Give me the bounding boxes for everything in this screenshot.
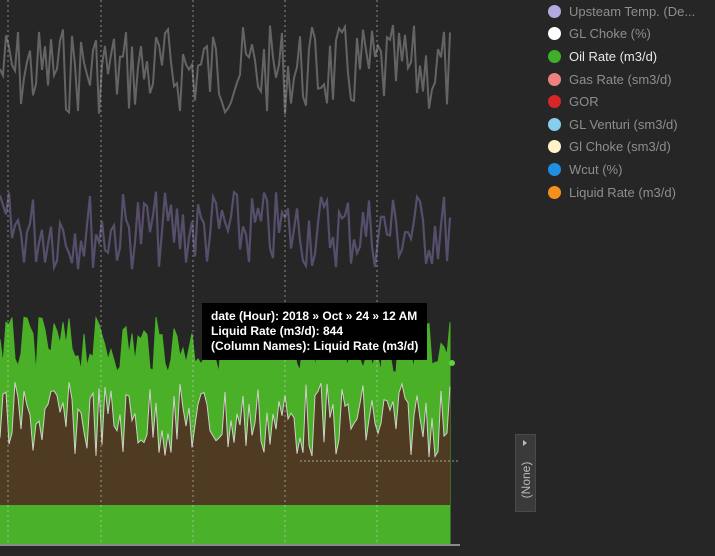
chart-tooltip: date (Hour): 2018 » Oct » 24 » 12 AM Liq… — [202, 303, 428, 360]
legend-label: Gas Rate (sm3/d) — [569, 71, 672, 87]
legend-label: Oil Rate (m3/d) — [569, 48, 658, 64]
legend-item[interactable]: GOR — [548, 90, 715, 113]
legend-swatch-icon — [548, 185, 561, 199]
legend-label: Upsteam Temp. (De... — [569, 3, 696, 19]
legend-swatch-icon — [548, 117, 561, 131]
legend-item[interactable]: Gas Rate (sm3/d) — [548, 68, 715, 91]
legend-item[interactable]: Wcut (%) — [548, 158, 715, 181]
legend-swatch-icon — [548, 27, 561, 41]
legend-swatch-icon — [548, 162, 561, 176]
chevron-right-icon — [523, 440, 527, 446]
legend-swatch-icon — [548, 72, 561, 86]
chart-plot-area[interactable] — [0, 0, 460, 556]
chart-legend: Upsteam Temp. (De... GL Choke (%) Oil Rate… — [548, 0, 715, 203]
color-by-panel-toggle[interactable]: (None) — [515, 434, 536, 512]
legend-swatch-icon — [548, 49, 561, 63]
legend-item[interactable]: Upsteam Temp. (De... — [548, 0, 715, 23]
legend-item[interactable]: Liquid Rate (m3/d) — [548, 181, 715, 204]
legend-label: GL Choke (%) — [569, 26, 651, 42]
tooltip-column: (Column Names): Liquid Rate (m3/d) — [211, 339, 419, 353]
legend-item[interactable]: GL Venturi (sm3/d) — [548, 113, 715, 136]
legend-label: GOR — [569, 94, 599, 110]
tooltip-value: Liquid Rate (m3/d): 844 — [211, 324, 344, 338]
tooltip-date: date (Hour): 2018 » Oct » 24 » 12 AM — [211, 309, 418, 323]
color-by-selection-label: (None) — [519, 461, 533, 499]
legend-item[interactable]: Oil Rate (m3/d) — [548, 45, 715, 68]
legend-label: Liquid Rate (m3/d) — [569, 184, 676, 200]
legend-swatch-icon — [548, 140, 561, 154]
legend-swatch-icon — [548, 95, 561, 109]
legend-label: Wcut (%) — [569, 161, 623, 177]
hover-point — [449, 360, 455, 366]
series-gl-choke — [0, 23, 451, 115]
series-layer — [0, 23, 455, 546]
legend-swatch-icon — [548, 4, 561, 18]
series-upstream-temp — [0, 190, 452, 272]
legend-item[interactable]: Gl Choke (sm3/d) — [548, 136, 715, 159]
legend-item[interactable]: GL Choke (%) — [548, 23, 715, 46]
gridlines — [0, 0, 460, 546]
series-liquid-rate-outline — [0, 382, 451, 458]
legend-label: Gl Choke (sm3/d) — [569, 139, 671, 155]
legend-label: GL Venturi (sm3/d) — [569, 116, 678, 132]
